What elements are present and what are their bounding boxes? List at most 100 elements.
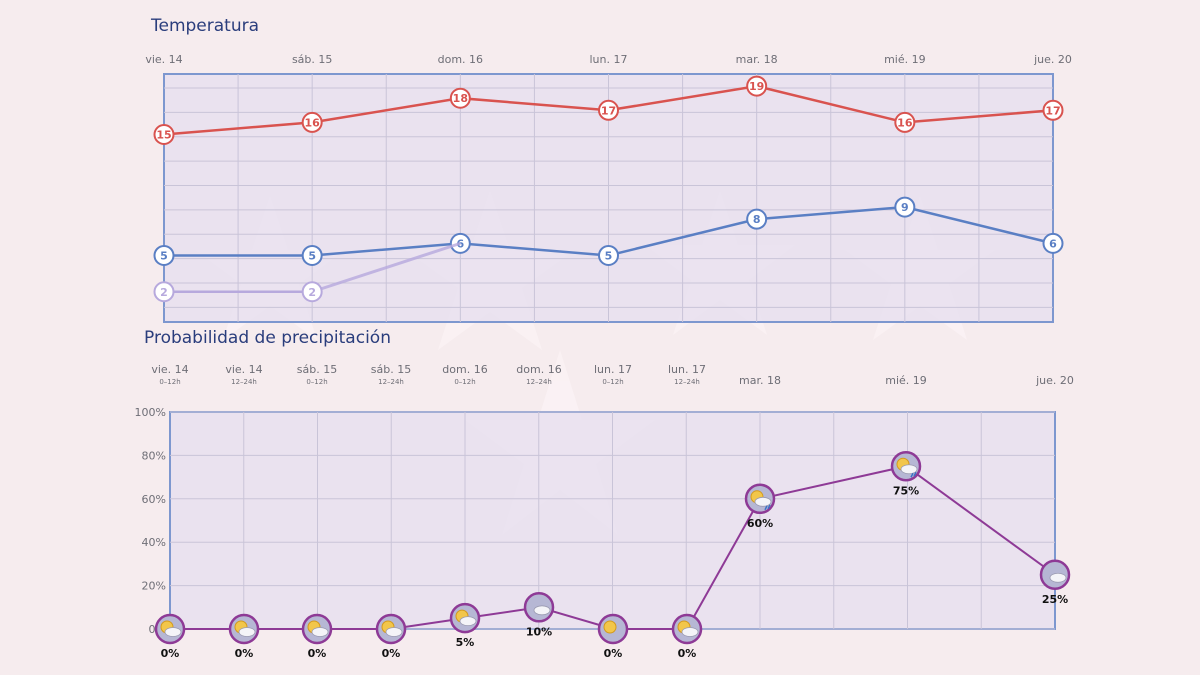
precipitation-y-tick-label: 80% xyxy=(142,449,166,462)
partly-cloudy-icon xyxy=(228,613,260,645)
temperature-point xyxy=(153,244,175,266)
precipitation-x-tick-label: lun. 17 xyxy=(668,363,706,376)
partly-cloudy-icon xyxy=(671,613,703,645)
rain-icon xyxy=(890,451,922,482)
cloudy-icon xyxy=(523,592,555,623)
cloudy-icon xyxy=(1039,559,1071,590)
precipitation-x-tick-sublabel: 0–12h xyxy=(454,378,475,386)
temperature-point xyxy=(894,196,916,218)
temperature-value-label: 9 xyxy=(901,201,909,214)
temperature-value-label: 2 xyxy=(160,286,168,299)
precipitation-x-tick-label: sáb. 15 xyxy=(297,363,337,376)
precipitation-value-label: 0% xyxy=(604,647,623,660)
cloud-shape xyxy=(533,605,551,616)
temperature-chart-title: Temperatura xyxy=(151,16,260,36)
cloud-shape xyxy=(1049,572,1067,583)
precipitation-y-tick-label: 100% xyxy=(135,406,166,419)
temperature-value-label: 6 xyxy=(1049,237,1057,250)
temperature-value-label: 2 xyxy=(308,286,316,299)
temperature-point xyxy=(1042,232,1064,254)
temperature-value-label: 17 xyxy=(601,104,616,117)
precipitation-value-label: 0% xyxy=(308,647,327,660)
temperature-x-tick-label: sáb. 15 xyxy=(292,53,332,66)
precipitation-x-tick-sublabel: 0–12h xyxy=(602,378,623,386)
cloud-shape xyxy=(900,464,918,475)
cloud-shape xyxy=(385,627,403,637)
temperature-point xyxy=(153,281,175,303)
precipitation-x-tick-sublabel: 12–24h xyxy=(378,378,404,386)
temperature-point xyxy=(153,123,175,145)
precipitation-value-label: 0% xyxy=(161,647,180,660)
temperature-x-tick-label: jue. 20 xyxy=(1033,53,1072,66)
precipitation-y-tick-label: 60% xyxy=(142,493,166,506)
temperature-value-label: 18 xyxy=(453,92,468,105)
temperature-point xyxy=(301,244,323,266)
temperature-value-label: 6 xyxy=(457,237,465,250)
cloud-shape xyxy=(238,627,256,637)
precipitation-x-tick-sublabel: 0–12h xyxy=(159,378,180,386)
partly-cloudy-icon xyxy=(449,602,481,634)
rain-drop xyxy=(767,504,771,510)
temperature-x-tick-label: vie. 14 xyxy=(145,53,182,66)
precipitation-x-tick-label: dom. 16 xyxy=(442,363,487,376)
sun-cloud-icon xyxy=(375,613,407,645)
temperature-x-tick-label: mar. 18 xyxy=(736,53,778,66)
temperature-x-tick-label: dom. 16 xyxy=(438,53,483,66)
temperature-point xyxy=(1042,99,1064,121)
precipitation-chart-title: Probabilidad de precipitación xyxy=(144,328,391,348)
temperature-value-label: 5 xyxy=(605,249,613,262)
precipitation-x-tick-label: jue. 20 xyxy=(1035,374,1074,387)
temperature-point xyxy=(301,111,323,133)
precipitation-value-label: 0% xyxy=(235,647,254,660)
precipitation-value-label: 0% xyxy=(382,647,401,660)
temperature-value-label: 16 xyxy=(897,116,913,129)
temperature-point xyxy=(301,281,323,303)
temperature-value-label: 5 xyxy=(160,249,168,262)
precipitation-value-label: 5% xyxy=(456,636,475,649)
precipitation-x-tick-label: lun. 17 xyxy=(594,363,632,376)
precipitation-value-label: 25% xyxy=(1042,593,1068,606)
precipitation-x-tick-label: vie. 14 xyxy=(151,363,188,376)
precipitation-y-tick-label: 40% xyxy=(142,536,166,549)
precipitation-value-label: 75% xyxy=(893,484,919,497)
temperature-value-label: 16 xyxy=(305,116,321,129)
sun-shape xyxy=(603,620,617,634)
temperature-x-tick-label: mié. 19 xyxy=(884,53,926,66)
temperature-value-label: 5 xyxy=(308,249,316,262)
temperature-point xyxy=(598,99,619,121)
precipitation-x-tick-label: mié. 19 xyxy=(885,374,927,387)
cloud-shape xyxy=(311,627,329,637)
precipitation-x-tick-label: vie. 14 xyxy=(225,363,262,376)
temperature-point xyxy=(894,111,916,133)
cloud-shape xyxy=(754,496,772,507)
precipitation-value-label: 0% xyxy=(678,647,697,660)
precipitation-x-tick-sublabel: 12–24h xyxy=(526,378,552,386)
precipitation-value-label: 60% xyxy=(747,517,773,530)
precipitation-x-tick-sublabel: 12–24h xyxy=(674,378,700,386)
precipitation-x-tick-sublabel: 0–12h xyxy=(306,378,327,386)
temperature-value-label: 19 xyxy=(749,80,764,93)
precipitation-value-label: 10% xyxy=(526,625,552,638)
temperature-point xyxy=(746,208,768,230)
temperature-value-label: 15 xyxy=(156,128,171,141)
precipitation-y-tick-label: 20% xyxy=(142,580,166,593)
precipitation-x-tick-label: sáb. 15 xyxy=(371,363,411,376)
temperature-value-label: 17 xyxy=(1045,104,1060,117)
cloud-shape xyxy=(164,627,182,637)
precipitation-x-tick-label: mar. 18 xyxy=(739,374,781,387)
precipitation-x-tick-sublabel: 12–24h xyxy=(231,378,257,386)
temperature-point xyxy=(598,244,619,266)
temperature-point xyxy=(449,87,471,109)
partly-cloudy-icon xyxy=(154,613,186,645)
temperature-series-3-link xyxy=(311,241,461,294)
temperature-x-tick-label: lun. 17 xyxy=(590,53,628,66)
rain-icon xyxy=(744,483,776,515)
temperature-point xyxy=(746,75,768,97)
precipitation-x-tick-label: dom. 16 xyxy=(516,363,561,376)
cloud-shape xyxy=(459,616,477,627)
sun-cloud-icon xyxy=(301,613,333,645)
rain-drop xyxy=(910,472,914,478)
cloud-shape xyxy=(681,627,699,637)
rain-drop xyxy=(764,505,768,511)
